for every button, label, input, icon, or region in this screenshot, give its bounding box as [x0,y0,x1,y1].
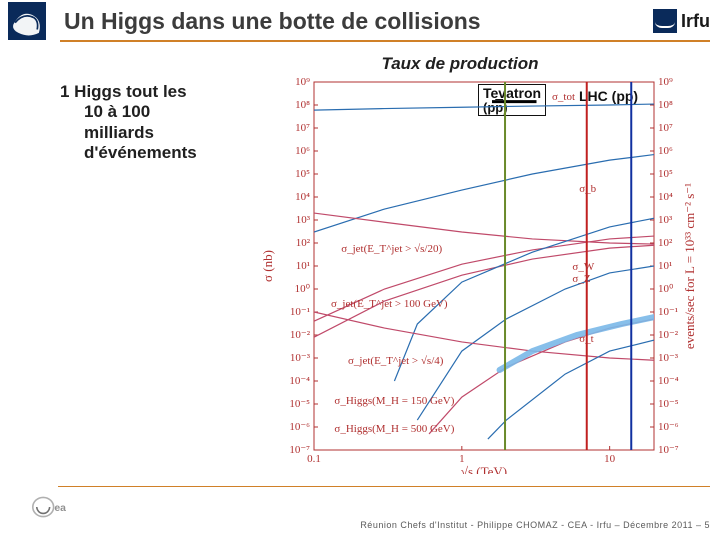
svg-text:10¹: 10¹ [658,260,672,272]
subtitle: Taux de production [260,54,660,74]
svg-text:10⁻³: 10⁻³ [658,352,679,364]
svg-text:10⁰: 10⁰ [658,283,674,295]
svg-text:10⁻³: 10⁻³ [290,352,311,364]
org-logo-right: Irfu [653,9,710,33]
svg-text:ea: ea [54,503,66,514]
svg-text:σ_W: σ_W [572,261,594,273]
svg-text:σ_t: σ_t [579,333,594,345]
svg-text:σ (nb): σ (nb) [260,250,275,282]
svg-text:10⁻⁵: 10⁻⁵ [658,398,679,410]
svg-text:10⁻²: 10⁻² [658,329,679,341]
slide-title: Un Higgs dans une botte de collisions [64,8,653,35]
svg-text:0.1: 0.1 [307,453,321,465]
svg-text:10⁻⁴: 10⁻⁴ [289,375,310,387]
svg-text:10⁶: 10⁶ [658,145,673,157]
svg-text:10²: 10² [296,237,311,249]
svg-text:10⁸: 10⁸ [658,99,673,111]
production-chart: 10⁻⁷10⁻⁷10⁻⁶10⁻⁶10⁻⁵10⁻⁵10⁻⁴10⁻⁴10⁻³10⁻³… [258,74,706,474]
svg-text:10²: 10² [658,237,673,249]
svg-text:10⁻²: 10⁻² [290,329,311,341]
irfu-logo-icon [653,9,677,33]
svg-text:10⁷: 10⁷ [295,122,310,134]
svg-text:10⁻⁶: 10⁻⁶ [289,421,310,433]
svg-text:10¹: 10¹ [296,260,310,272]
svg-text:10⁻¹: 10⁻¹ [658,306,678,318]
body-text: 1 Higgs tout les 10 à 100 milliards d'év… [60,82,240,164]
svg-text:10⁻¹: 10⁻¹ [290,306,310,318]
svg-text:10⁷: 10⁷ [658,122,673,134]
svg-text:10³: 10³ [658,214,673,226]
svg-text:10⁸: 10⁸ [295,99,310,111]
body-line1: 1 Higgs tout les [60,82,187,101]
svg-text:10: 10 [604,453,616,465]
svg-text:10⁴: 10⁴ [658,191,673,203]
footer-text: Réunion Chefs d'Institut - Philippe CHOM… [360,520,710,530]
body-line4: d'événements [60,143,240,163]
svg-text:10⁹: 10⁹ [295,76,310,88]
body-line2: 10 à 100 [60,102,240,122]
svg-text:10⁻⁷: 10⁻⁷ [658,444,679,456]
body-line3: milliards [60,123,240,143]
cea-logo: ea [32,494,80,525]
svg-text:10⁰: 10⁰ [295,283,311,295]
org-logo-left [8,2,46,40]
svg-text:σ_jet(E_T^jet > 100 GeV): σ_jet(E_T^jet > 100 GeV) [331,298,448,310]
svg-text:10⁻⁴: 10⁻⁴ [658,375,679,387]
svg-text:σ_b: σ_b [579,183,596,195]
svg-text:σ_jet(E_T^jet > √s/4): σ_jet(E_T^jet > √s/4) [348,355,444,367]
svg-text:10⁻⁵: 10⁻⁵ [289,398,310,410]
svg-text:σ_tot: σ_tot [552,91,575,103]
svg-text:σ_Higgs(M_H = 500 GeV): σ_Higgs(M_H = 500 GeV) [334,423,454,435]
svg-text:10⁵: 10⁵ [658,168,673,180]
svg-text:σ_Z: σ_Z [572,273,590,285]
footer-rule [58,486,710,487]
svg-text:10⁹: 10⁹ [658,76,673,88]
header: Un Higgs dans une botte de collisions Ir… [0,0,720,42]
svg-text:σ_Higgs(M_H = 150 GeV): σ_Higgs(M_H = 150 GeV) [334,395,454,407]
svg-text:10⁻⁶: 10⁻⁶ [658,421,679,433]
header-underline [60,40,710,42]
svg-text:σ_jet(E_T^jet > √s/20): σ_jet(E_T^jet > √s/20) [341,243,442,255]
svg-text:10⁶: 10⁶ [295,145,310,157]
svg-text:10⁵: 10⁵ [295,168,310,180]
svg-text:events/sec for L = 10³³ cm⁻² s: events/sec for L = 10³³ cm⁻² s⁻¹ [682,183,697,349]
irfu-label: Irfu [681,11,710,32]
svg-text:10⁴: 10⁴ [295,191,310,203]
svg-text:√s (TeV): √s (TeV) [461,464,507,474]
svg-text:10³: 10³ [296,214,311,226]
